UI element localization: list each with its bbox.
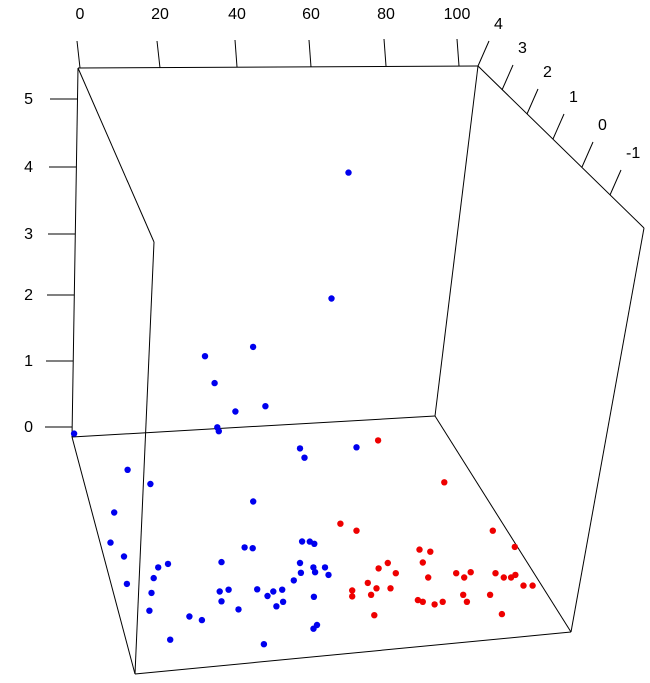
svg-text:0: 0 [24, 419, 33, 436]
svg-text:1: 1 [24, 353, 33, 370]
svg-text:4: 4 [24, 159, 33, 176]
svg-text:3: 3 [518, 40, 527, 57]
svg-text:40: 40 [228, 6, 246, 23]
svg-text:2: 2 [24, 287, 33, 304]
svg-text:5: 5 [24, 91, 33, 108]
svg-text:0: 0 [76, 6, 85, 23]
svg-text:2: 2 [543, 64, 552, 81]
svg-text:80: 80 [377, 6, 395, 23]
svg-text:60: 60 [302, 6, 320, 23]
svg-text:0: 0 [598, 117, 607, 134]
svg-text:1: 1 [569, 89, 578, 106]
svg-text:20: 20 [151, 6, 169, 23]
svg-text:4: 4 [494, 16, 503, 33]
svg-text:3: 3 [24, 226, 33, 243]
svg-text:100: 100 [444, 6, 471, 23]
svg-text:-1: -1 [626, 145, 640, 162]
